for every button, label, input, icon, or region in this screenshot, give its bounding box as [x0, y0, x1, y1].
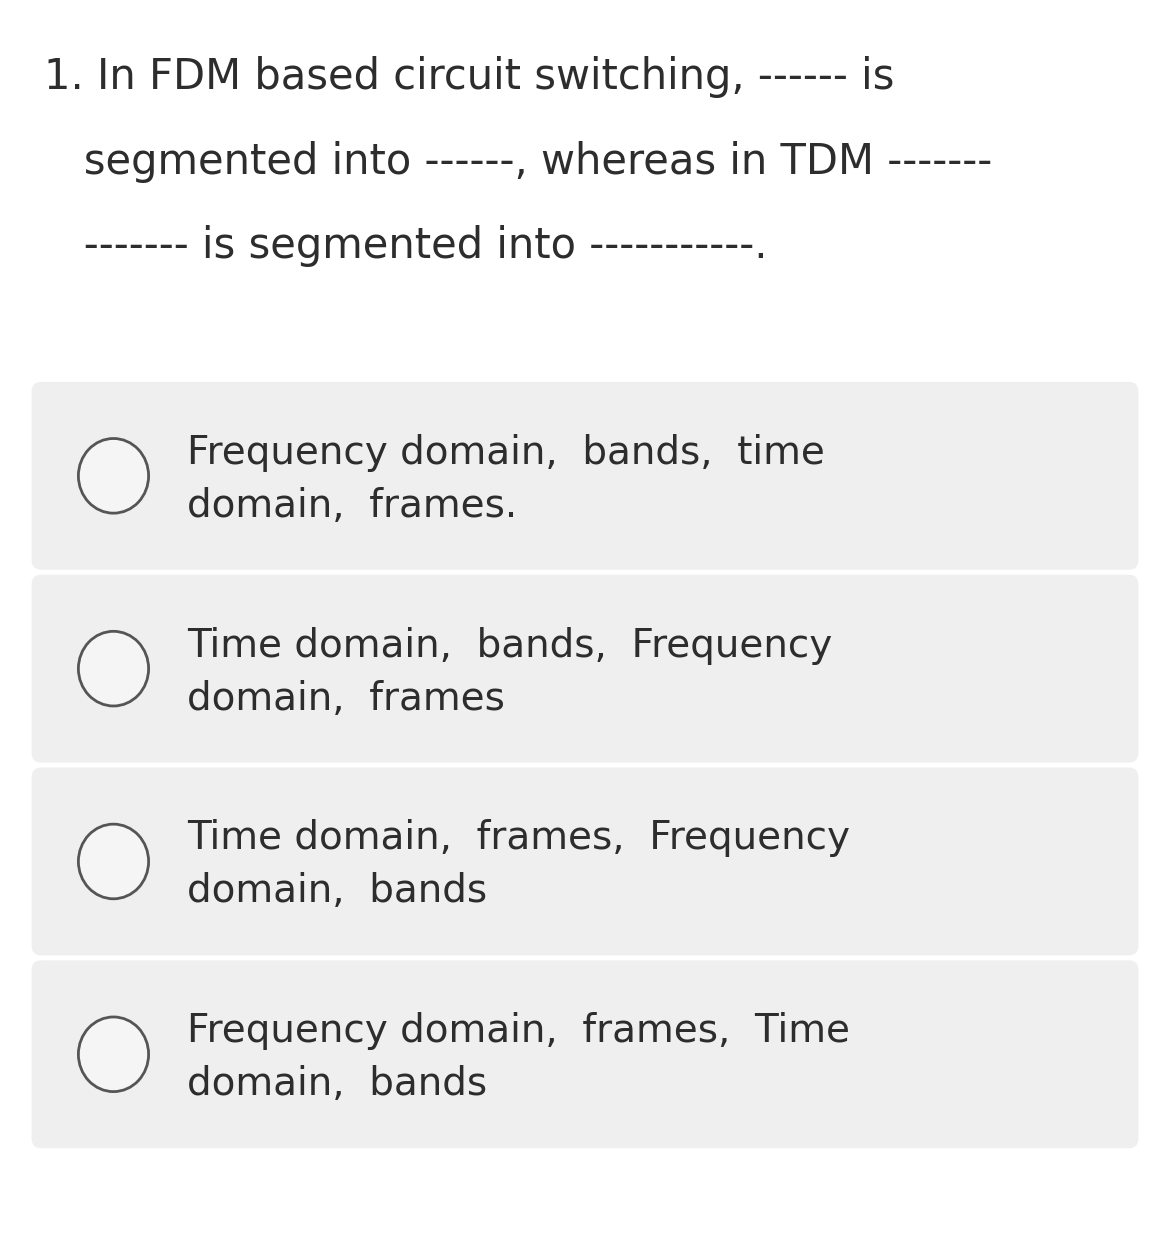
Text: segmented into ------, whereas in TDM -------: segmented into ------, whereas in TDM --…	[44, 141, 992, 183]
Text: Time domain,  bands,  Frequency
domain,  frames: Time domain, bands, Frequency domain, fr…	[187, 627, 832, 718]
FancyBboxPatch shape	[32, 960, 1138, 1148]
Text: ------- is segmented into -----------.: ------- is segmented into -----------.	[44, 225, 768, 267]
FancyBboxPatch shape	[32, 382, 1138, 570]
Text: Frequency domain,  frames,  Time
domain,  bands: Frequency domain, frames, Time domain, b…	[187, 1013, 851, 1103]
Circle shape	[78, 825, 149, 898]
Circle shape	[78, 631, 149, 707]
Text: Frequency domain,  bands,  time
domain,  frames.: Frequency domain, bands, time domain, fr…	[187, 434, 825, 525]
FancyBboxPatch shape	[32, 575, 1138, 763]
Text: Time domain,  frames,  Frequency
domain,  bands: Time domain, frames, Frequency domain, b…	[187, 820, 851, 911]
Circle shape	[78, 1018, 149, 1092]
Text: 1. In FDM based circuit switching, ------ is: 1. In FDM based circuit switching, -----…	[44, 56, 895, 98]
FancyBboxPatch shape	[32, 768, 1138, 955]
Circle shape	[78, 438, 149, 513]
